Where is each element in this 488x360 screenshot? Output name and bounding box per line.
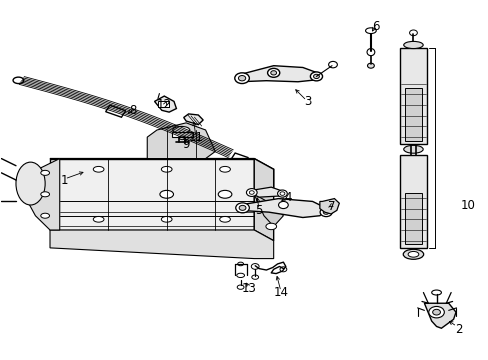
Text: 10: 10 bbox=[460, 198, 475, 212]
Text: 3: 3 bbox=[304, 95, 311, 108]
Bar bbox=[158, 101, 169, 107]
Polygon shape bbox=[239, 199, 326, 217]
Ellipse shape bbox=[237, 285, 244, 289]
Polygon shape bbox=[50, 230, 273, 258]
Bar bbox=[171, 132, 193, 137]
Ellipse shape bbox=[409, 30, 416, 36]
Bar bbox=[399, 155, 426, 248]
Ellipse shape bbox=[234, 73, 249, 84]
Ellipse shape bbox=[41, 213, 49, 218]
Text: 4: 4 bbox=[284, 192, 291, 204]
Ellipse shape bbox=[403, 41, 422, 49]
Ellipse shape bbox=[16, 162, 45, 205]
Polygon shape bbox=[230, 153, 248, 164]
Polygon shape bbox=[147, 123, 215, 158]
Ellipse shape bbox=[219, 166, 230, 172]
Polygon shape bbox=[154, 96, 176, 112]
Ellipse shape bbox=[235, 203, 249, 213]
Polygon shape bbox=[105, 105, 125, 117]
Ellipse shape bbox=[323, 210, 328, 214]
Ellipse shape bbox=[367, 63, 373, 68]
Polygon shape bbox=[424, 303, 455, 328]
Ellipse shape bbox=[407, 251, 418, 257]
Text: 9: 9 bbox=[182, 138, 189, 151]
Ellipse shape bbox=[251, 264, 259, 269]
Ellipse shape bbox=[365, 28, 375, 33]
Ellipse shape bbox=[41, 192, 49, 197]
Ellipse shape bbox=[238, 76, 245, 81]
Ellipse shape bbox=[219, 216, 230, 222]
Ellipse shape bbox=[328, 62, 337, 68]
Ellipse shape bbox=[93, 216, 104, 222]
Polygon shape bbox=[183, 114, 203, 125]
Text: 11: 11 bbox=[188, 131, 203, 144]
Ellipse shape bbox=[172, 126, 189, 134]
Ellipse shape bbox=[278, 202, 287, 208]
Ellipse shape bbox=[246, 189, 257, 197]
Ellipse shape bbox=[432, 309, 440, 315]
Polygon shape bbox=[16, 158, 60, 230]
Ellipse shape bbox=[251, 275, 258, 279]
Text: 5: 5 bbox=[255, 204, 262, 217]
Ellipse shape bbox=[41, 170, 49, 175]
Bar bbox=[404, 87, 421, 141]
Polygon shape bbox=[50, 158, 273, 194]
Text: 1: 1 bbox=[61, 174, 68, 186]
Text: 12: 12 bbox=[157, 99, 171, 112]
Text: 13: 13 bbox=[242, 283, 256, 296]
Ellipse shape bbox=[431, 290, 441, 295]
Text: 8: 8 bbox=[129, 104, 136, 117]
Text: 7: 7 bbox=[327, 200, 335, 213]
Text: 2: 2 bbox=[454, 323, 461, 336]
Text: 14: 14 bbox=[273, 286, 288, 299]
Polygon shape bbox=[319, 199, 339, 214]
Ellipse shape bbox=[161, 216, 172, 222]
Bar bbox=[399, 48, 426, 144]
Bar bbox=[404, 193, 421, 244]
Ellipse shape bbox=[277, 190, 287, 197]
Ellipse shape bbox=[236, 273, 244, 278]
Polygon shape bbox=[249, 187, 283, 197]
Ellipse shape bbox=[267, 68, 279, 77]
Ellipse shape bbox=[93, 166, 104, 172]
Ellipse shape bbox=[237, 262, 243, 266]
Ellipse shape bbox=[320, 208, 331, 217]
Ellipse shape bbox=[403, 249, 423, 259]
Polygon shape bbox=[239, 66, 317, 82]
Ellipse shape bbox=[403, 145, 422, 153]
Ellipse shape bbox=[160, 190, 173, 198]
Ellipse shape bbox=[265, 223, 276, 230]
Polygon shape bbox=[254, 158, 273, 241]
Ellipse shape bbox=[366, 49, 374, 56]
Ellipse shape bbox=[280, 267, 286, 272]
Ellipse shape bbox=[310, 72, 322, 81]
Ellipse shape bbox=[239, 205, 245, 210]
Ellipse shape bbox=[428, 306, 444, 318]
Ellipse shape bbox=[218, 190, 231, 198]
Ellipse shape bbox=[161, 166, 172, 172]
Ellipse shape bbox=[265, 202, 276, 208]
Polygon shape bbox=[50, 158, 254, 230]
Text: 6: 6 bbox=[371, 20, 379, 33]
Polygon shape bbox=[254, 194, 283, 226]
Ellipse shape bbox=[270, 71, 276, 75]
Ellipse shape bbox=[313, 74, 319, 78]
